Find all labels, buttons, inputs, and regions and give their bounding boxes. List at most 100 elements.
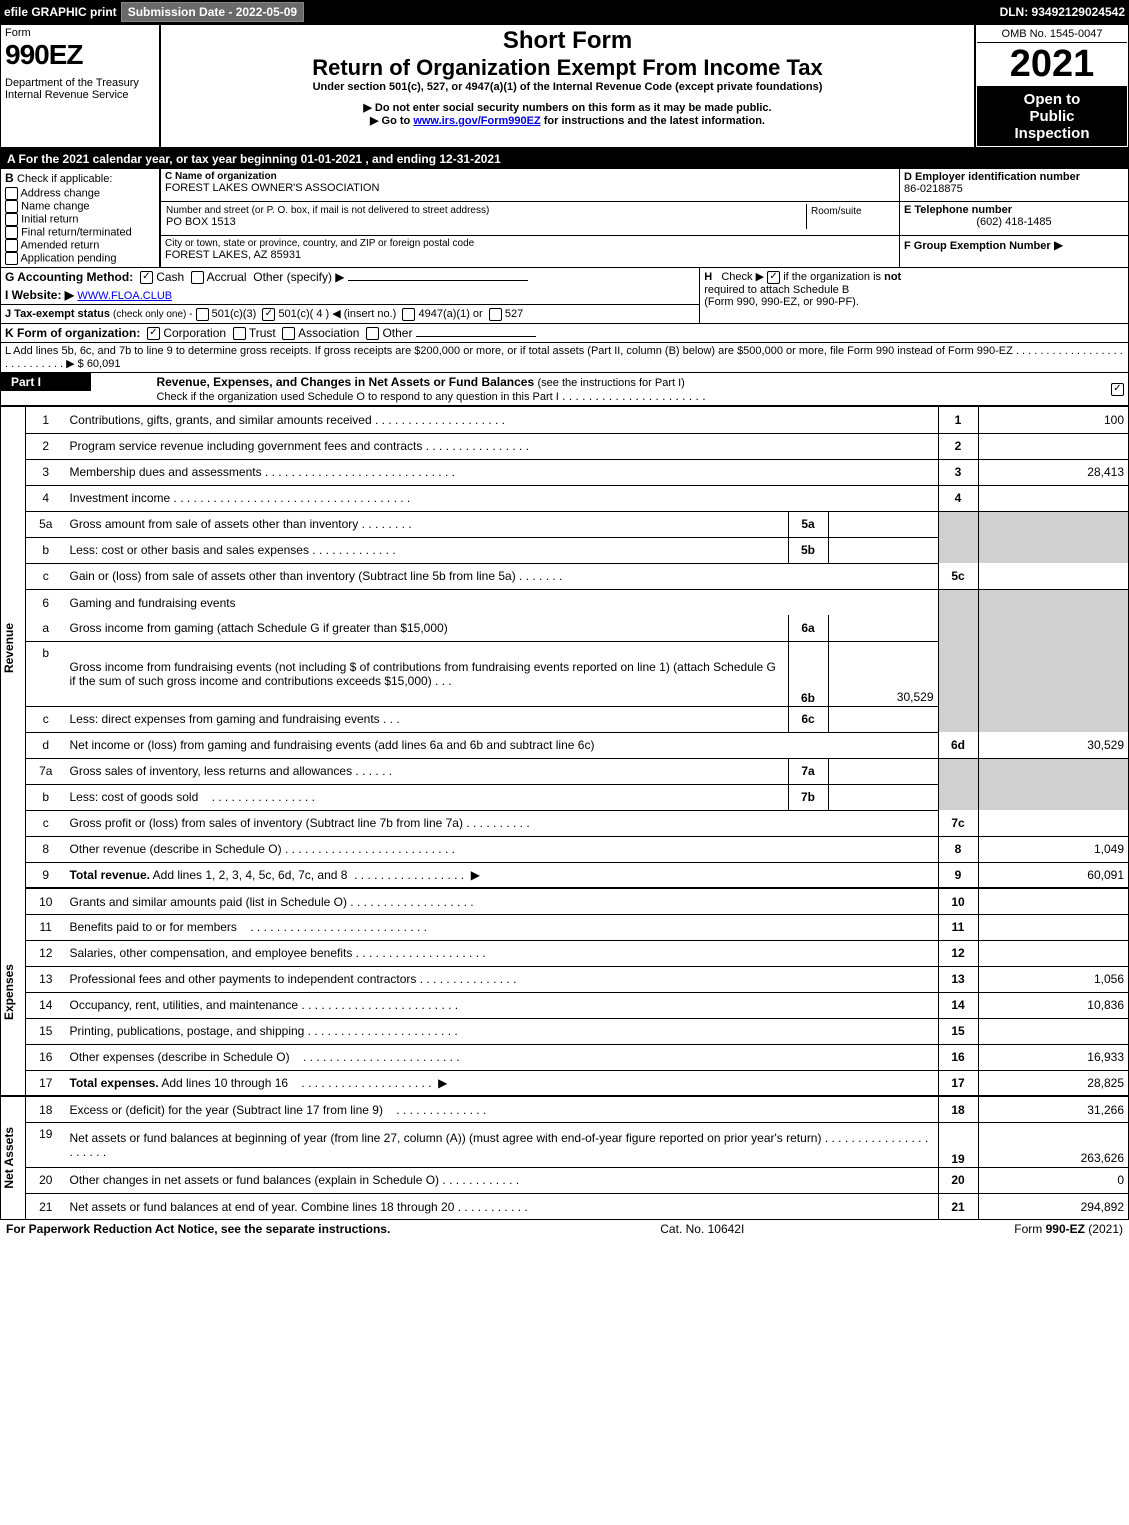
h-checkbox[interactable]: [767, 271, 780, 284]
j-4947-checkbox[interactable]: [402, 308, 415, 321]
amended-return-checkbox[interactable]: [5, 239, 18, 252]
r15-num: 15: [26, 1018, 66, 1044]
tax-year: 2021: [977, 43, 1127, 87]
revenue-label: Revenue: [2, 623, 24, 673]
r16-val: 16,933: [978, 1044, 1128, 1070]
footer-right-form: 990-EZ: [1046, 1222, 1085, 1236]
r6d-num: d: [26, 732, 66, 758]
r1-val: 100: [978, 407, 1128, 433]
k-assoc-checkbox[interactable]: [282, 327, 295, 340]
r5b-desc: Less: cost or other basis and sales expe…: [70, 543, 309, 557]
c-name-label: C Name of organization: [165, 171, 895, 182]
r19-desc: Net assets or fund balances at beginning…: [70, 1131, 822, 1145]
r12-num: 12: [26, 940, 66, 966]
website-link[interactable]: WWW.FLOA.CLUB: [77, 290, 172, 302]
inspection-line2: Public: [977, 108, 1127, 125]
r7a-shade-box: [938, 758, 978, 784]
line-k: K Form of organization: Corporation Trus…: [1, 323, 1129, 342]
form-number: 990EZ: [5, 39, 155, 71]
r21-val: 294,892: [978, 1193, 1128, 1219]
r6d-desc: Net income or (loss) from gaming and fun…: [70, 738, 595, 752]
h-text4: (Form 990, 990-EZ, or 990-PF).: [704, 296, 859, 308]
part1-schedule-o-checkbox[interactable]: [1111, 383, 1124, 396]
irs-link[interactable]: www.irs.gov/Form990EZ: [413, 115, 540, 127]
r21-num: 21: [26, 1193, 66, 1219]
initial-return-checkbox[interactable]: [5, 213, 18, 226]
r5c-box: 5c: [938, 563, 978, 589]
r8-num: 8: [26, 836, 66, 862]
r13-val: 1,056: [978, 966, 1128, 992]
revenue-sidebar: Revenue: [1, 407, 26, 888]
r13-desc: Professional fees and other payments to …: [70, 972, 417, 986]
r5b-shade-val: [978, 537, 1128, 563]
cash-checkbox[interactable]: [140, 271, 153, 284]
r18-num: 18: [26, 1096, 66, 1122]
h-text3: required to attach Schedule B: [704, 284, 849, 296]
r5a-shade-box: [938, 511, 978, 537]
r6c-midbox: 6c: [788, 706, 828, 732]
r3-box: 3: [938, 459, 978, 485]
r15-val: [978, 1018, 1128, 1044]
city-value: FOREST LAKES, AZ 85931: [165, 249, 895, 261]
app-pending-label: Application pending: [20, 252, 116, 264]
j-501c-checkbox[interactable]: [262, 308, 275, 321]
r7c-num: c: [26, 810, 66, 836]
r6-num: 6: [26, 589, 66, 615]
addr-change-label: Address change: [20, 187, 100, 199]
part1-check-note: Check if the organization used Schedule …: [156, 391, 558, 403]
r9-val: 60,091: [978, 862, 1128, 888]
addr-change-checkbox[interactable]: [5, 187, 18, 200]
r6-desc: Gaming and fundraising events: [70, 596, 236, 610]
r6a-shade-val: [978, 615, 1128, 641]
final-return-checkbox[interactable]: [5, 226, 18, 239]
r6b-shade-val: [978, 641, 1128, 706]
r16-box: 16: [938, 1044, 978, 1070]
j-o4: 527: [505, 308, 523, 320]
r13-box: 13: [938, 966, 978, 992]
inspection-line3: Inspection: [977, 125, 1127, 142]
part1-label: Part I: [1, 373, 91, 391]
form-table: Form 990EZ Department of the Treasury In…: [0, 24, 1129, 1220]
street-value: PO BOX 1513: [166, 216, 805, 228]
subtitle: Under section 501(c), 527, or 4947(a)(1)…: [165, 81, 970, 93]
j-note: (check only one) -: [113, 309, 192, 320]
r1-desc: Contributions, gifts, grants, and simila…: [70, 413, 372, 427]
k-label: K Form of organization:: [5, 326, 140, 340]
submission-date-button[interactable]: Submission Date - 2022-05-09: [121, 2, 304, 22]
r8-val: 1,049: [978, 836, 1128, 862]
cash-label: Cash: [156, 270, 184, 284]
r9-box: 9: [938, 862, 978, 888]
irs-label: Internal Revenue Service: [5, 89, 155, 101]
r5b-midval: [828, 537, 938, 563]
app-pending-checkbox[interactable]: [5, 252, 18, 265]
k-corp-checkbox[interactable]: [147, 327, 160, 340]
dept-label: Department of the Treasury: [5, 77, 155, 89]
r4-val: [978, 485, 1128, 511]
box-c-city: City or town, state or province, country…: [160, 236, 900, 267]
j-527-checkbox[interactable]: [489, 308, 502, 321]
r6c-midval: [828, 706, 938, 732]
footer: For Paperwork Reduction Act Notice, see …: [0, 1220, 1129, 1238]
i-label: I Website: ▶: [5, 288, 74, 302]
r7a-num: 7a: [26, 758, 66, 784]
r7b-midbox: 7b: [788, 784, 828, 810]
footer-right-pre: Form: [1014, 1222, 1045, 1236]
amended-return-label: Amended return: [20, 239, 99, 251]
r18-desc: Excess or (deficit) for the year (Subtra…: [70, 1103, 383, 1117]
k-trust-checkbox[interactable]: [233, 327, 246, 340]
name-change-checkbox[interactable]: [5, 200, 18, 213]
accrual-checkbox[interactable]: [191, 271, 204, 284]
l-value: $ 60,091: [78, 358, 121, 370]
r2-val: [978, 433, 1128, 459]
r19-num: 19: [26, 1122, 66, 1167]
c-name-value: FOREST LAKES OWNER'S ASSOCIATION: [165, 182, 895, 194]
r6a-num: a: [26, 615, 66, 641]
j-label: J Tax-exempt status: [5, 308, 110, 320]
line-a: A For the 2021 calendar year, or tax yea…: [1, 148, 1129, 169]
r6b-num: b: [26, 641, 66, 706]
j-501c3-checkbox[interactable]: [196, 308, 209, 321]
k-other-checkbox[interactable]: [366, 327, 379, 340]
name-change-label: Name change: [21, 200, 90, 212]
r6a-midbox: 6a: [788, 615, 828, 641]
box-c-street: Number and street (or P. O. box, if mail…: [160, 201, 900, 235]
